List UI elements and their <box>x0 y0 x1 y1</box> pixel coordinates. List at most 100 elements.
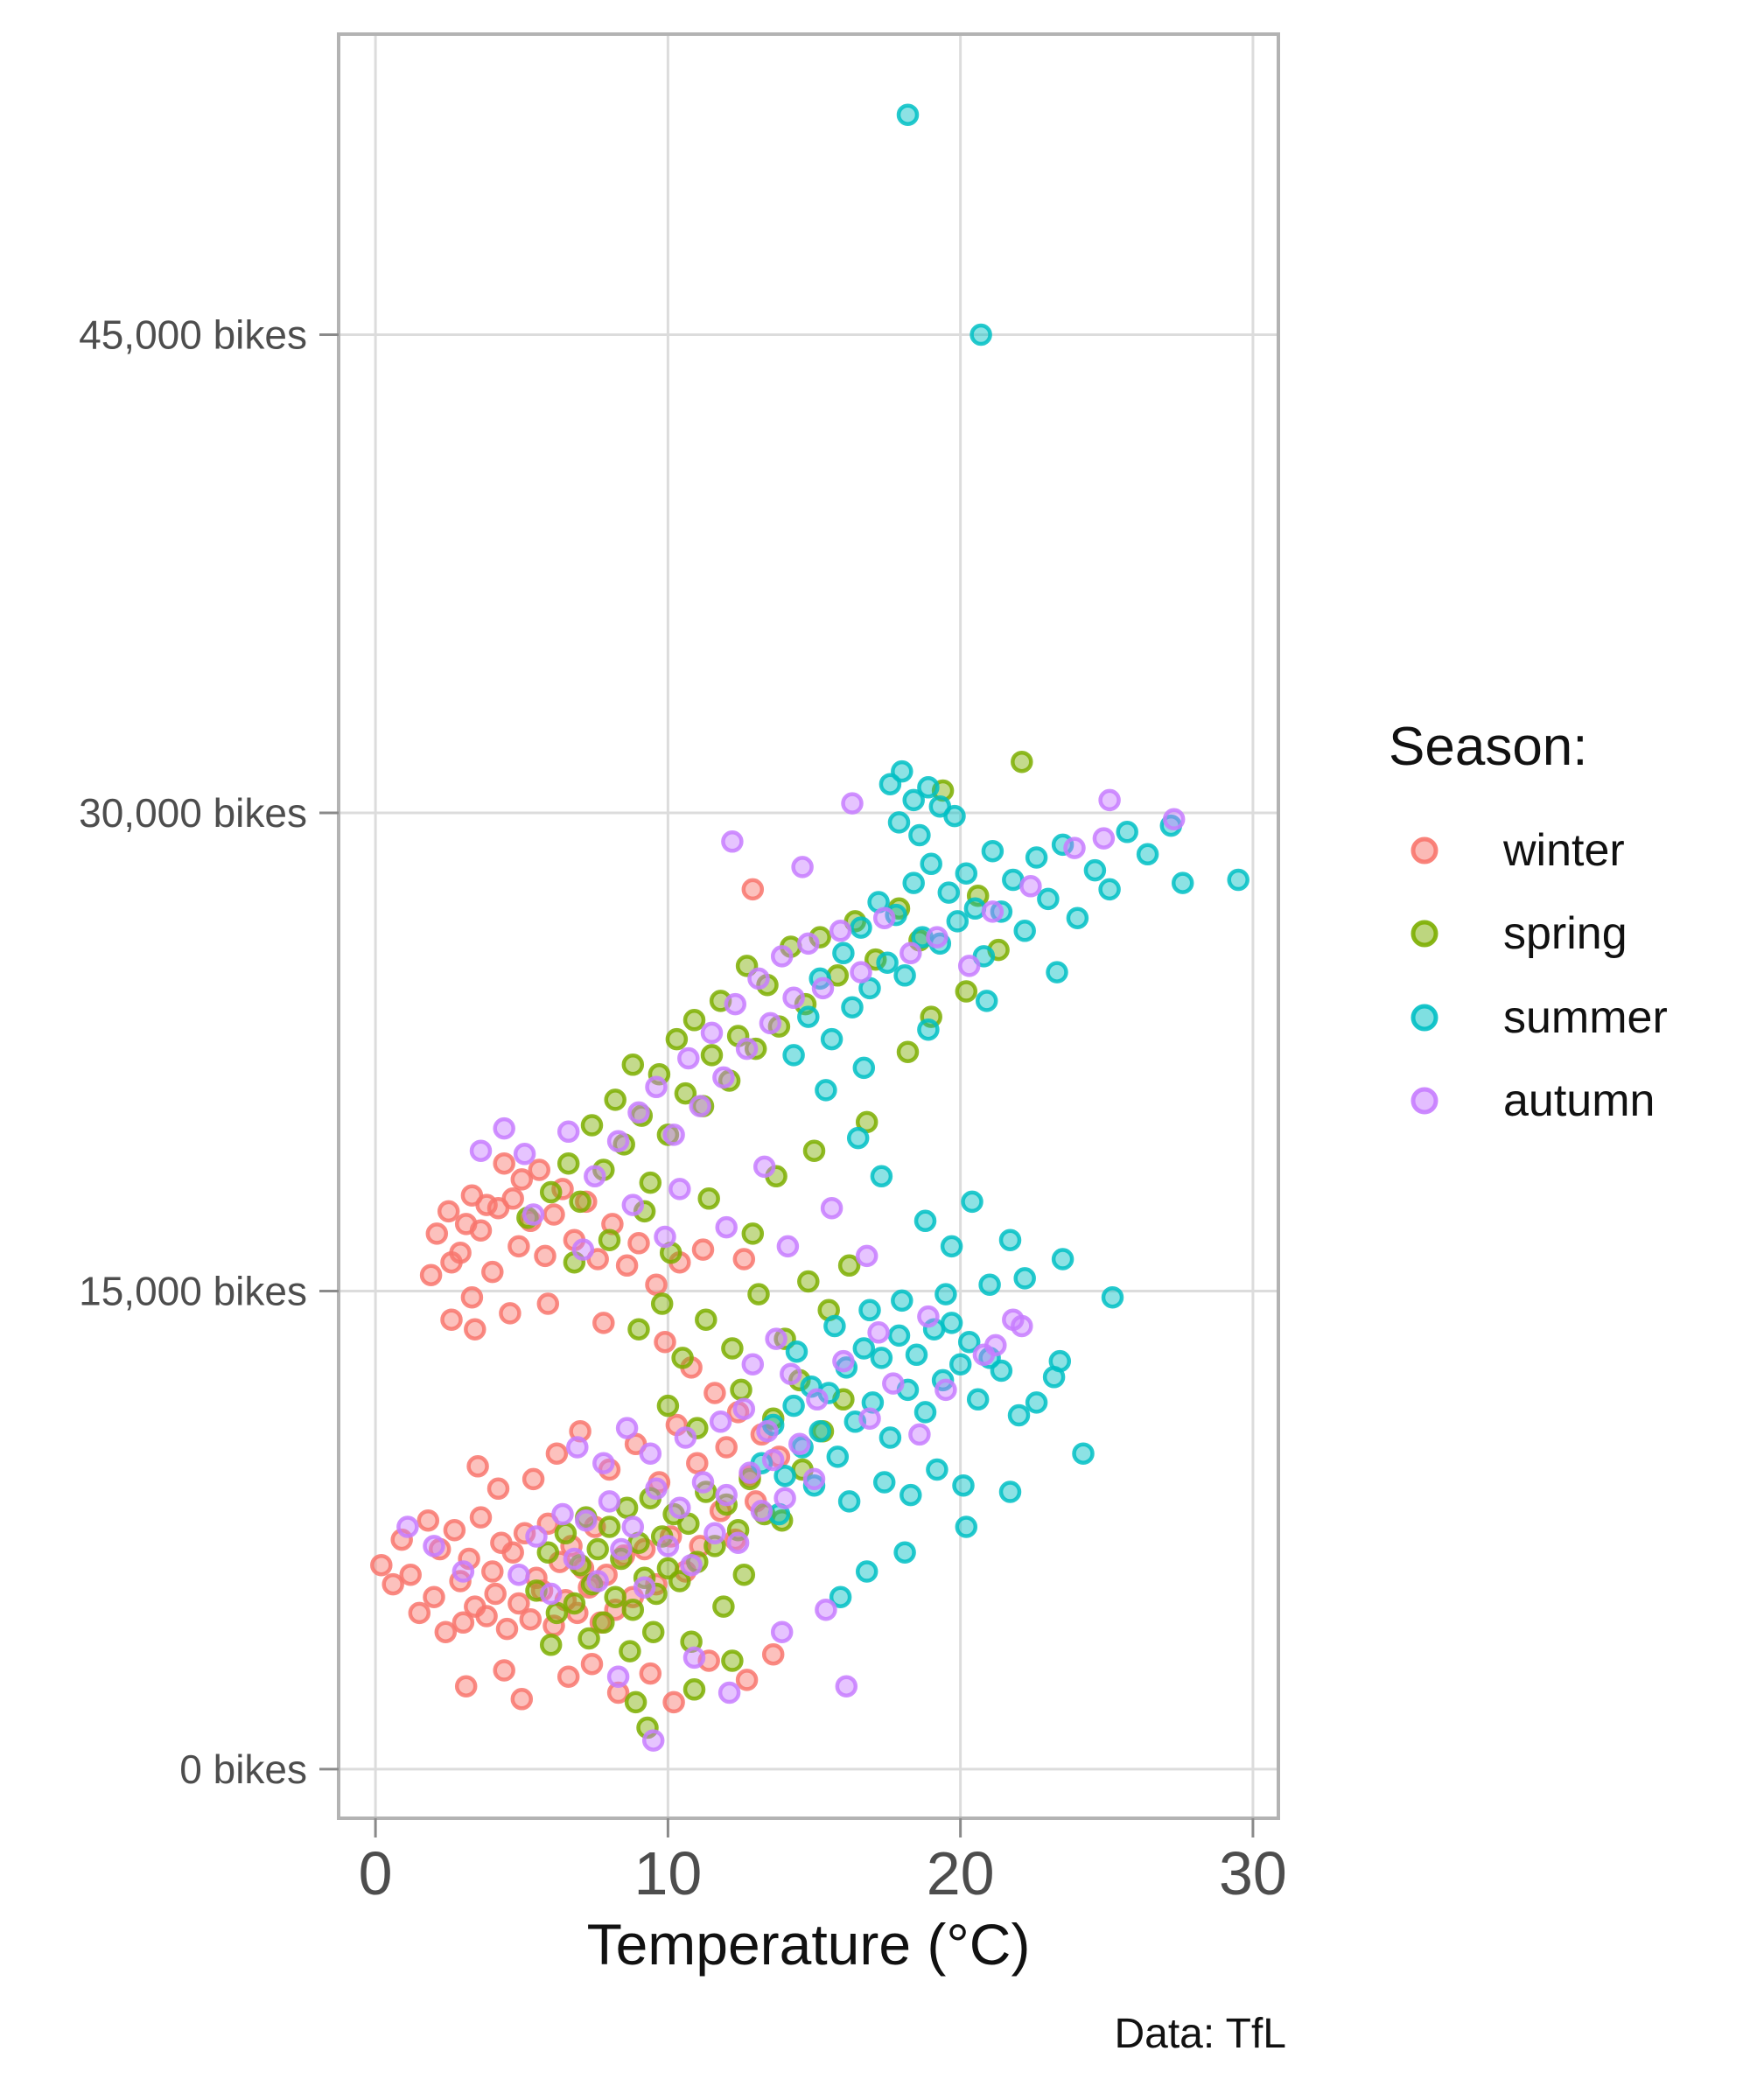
data-point-summer <box>975 990 998 1012</box>
data-point-autumn <box>715 1483 738 1507</box>
legend-item-summer: summer <box>1410 992 1668 1043</box>
data-point-autumn <box>656 1535 680 1558</box>
data-point-autumn <box>715 1215 738 1239</box>
data-point-autumn <box>750 1500 774 1522</box>
legend-swatch-autumn-icon <box>1410 1087 1438 1115</box>
data-point-summer <box>820 1027 844 1051</box>
data-point-winter <box>454 1675 478 1698</box>
data-point-autumn <box>806 1388 829 1411</box>
data-point-spring <box>695 1308 718 1331</box>
legend-item-autumn: autumn <box>1410 1075 1655 1126</box>
data-point-summer <box>990 1359 1013 1382</box>
data-point-autumn <box>606 1130 630 1152</box>
data-point-autumn <box>718 1681 741 1704</box>
data-point-autumn <box>680 1553 703 1577</box>
data-point-spring <box>732 1563 756 1586</box>
x-tick-label: 20 <box>927 1839 995 1908</box>
data-point-spring <box>721 1337 744 1360</box>
data-point-summer <box>832 942 855 965</box>
data-point-summer <box>802 1474 826 1497</box>
data-point-spring <box>627 1318 650 1340</box>
data-point-autumn <box>741 1353 765 1376</box>
y-tick-label: 15,000 bikes <box>79 1268 307 1313</box>
data-point-autumn <box>802 1467 826 1491</box>
data-point-spring <box>665 1027 689 1051</box>
data-point-autumn <box>621 1516 645 1538</box>
data-point-summer <box>870 1347 893 1369</box>
data-point-autumn <box>704 1522 726 1545</box>
data-point-autumn <box>452 1560 475 1583</box>
data-point-autumn <box>674 1426 697 1449</box>
data-point-autumn <box>770 945 794 968</box>
data-point-winter <box>592 1312 615 1334</box>
legend-item-spring: spring <box>1410 908 1628 959</box>
data-point-spring <box>536 1541 560 1564</box>
data-point-spring <box>682 1678 706 1701</box>
legend-label-winter: winter <box>1502 825 1625 876</box>
data-point-winter <box>508 1592 530 1615</box>
data-point-winter <box>423 1586 445 1608</box>
data-point-spring <box>674 1082 697 1105</box>
data-point-autumn <box>712 1066 735 1089</box>
data-point-autumn <box>829 920 852 942</box>
data-point-summer <box>782 1394 805 1418</box>
data-point-summer <box>963 897 987 920</box>
data-point-spring <box>621 1598 645 1621</box>
legend-item-winter: winter <box>1410 825 1625 876</box>
data-point-autumn <box>645 1075 668 1099</box>
data-point-summer <box>852 1056 876 1080</box>
data-point-autumn <box>627 1101 650 1124</box>
data-point-autumn <box>525 1525 548 1548</box>
data-point-winter <box>510 1168 534 1191</box>
data-point-spring <box>730 1378 752 1402</box>
data-point-autumn <box>756 1419 779 1443</box>
data-point-summer <box>948 1353 972 1376</box>
data-point-winter <box>536 1292 560 1315</box>
data-point-summer <box>1066 906 1089 929</box>
data-point-autumn <box>615 1417 639 1439</box>
axis-layer: 0 10 20 30 0 bikes 15,000 bikes 30,000 bikes 45… <box>79 312 1287 1908</box>
data-point-autumn <box>606 1665 630 1688</box>
data-point-autumn <box>820 1196 844 1220</box>
data-point-winter <box>662 1690 685 1714</box>
data-point-summer <box>823 1314 846 1338</box>
data-point-spring <box>604 1088 626 1111</box>
data-point-autumn <box>556 1120 580 1144</box>
data-point-spring <box>955 980 978 1003</box>
data-point-autumn <box>584 1165 606 1188</box>
data-point-autumn <box>858 1407 881 1430</box>
data-point-spring <box>802 1139 826 1162</box>
data-point-autumn <box>645 1477 668 1501</box>
data-point-autumn <box>1162 808 1186 831</box>
grid-layer <box>339 34 1278 1818</box>
data-point-autumn <box>782 986 805 1010</box>
data-point-spring <box>1011 750 1033 774</box>
data-point-autumn <box>811 976 835 1000</box>
data-point-spring <box>598 1228 621 1251</box>
data-point-autumn <box>774 1487 796 1509</box>
data-point-summer <box>970 323 992 346</box>
data-point-winter <box>466 1455 489 1478</box>
data-point-autumn <box>571 1238 595 1261</box>
data-point-winter <box>508 1235 530 1258</box>
data-point-autumn <box>724 992 747 1016</box>
data-point-autumn <box>747 967 770 990</box>
data-point-autumn <box>882 1372 905 1395</box>
data-point-winter <box>493 1659 515 1682</box>
data-point-spring <box>619 1640 641 1662</box>
x-tick-label: 10 <box>634 1839 702 1908</box>
data-point-spring <box>554 1522 578 1545</box>
data-point-summer <box>829 1586 852 1608</box>
data-point-spring <box>615 1496 639 1519</box>
data-point-winter <box>501 1187 524 1210</box>
data-point-spring <box>545 1601 569 1625</box>
data-point-spring <box>712 1595 735 1618</box>
data-point-winter <box>519 1607 542 1631</box>
data-point-summer <box>1013 920 1036 942</box>
data-point-summer <box>998 1480 1022 1503</box>
data-point-spring <box>592 1611 615 1634</box>
data-point-summer <box>1072 1442 1095 1465</box>
data-point-autumn <box>867 1321 890 1344</box>
data-point-autumn <box>633 1576 656 1599</box>
data-point-summer <box>955 862 978 885</box>
